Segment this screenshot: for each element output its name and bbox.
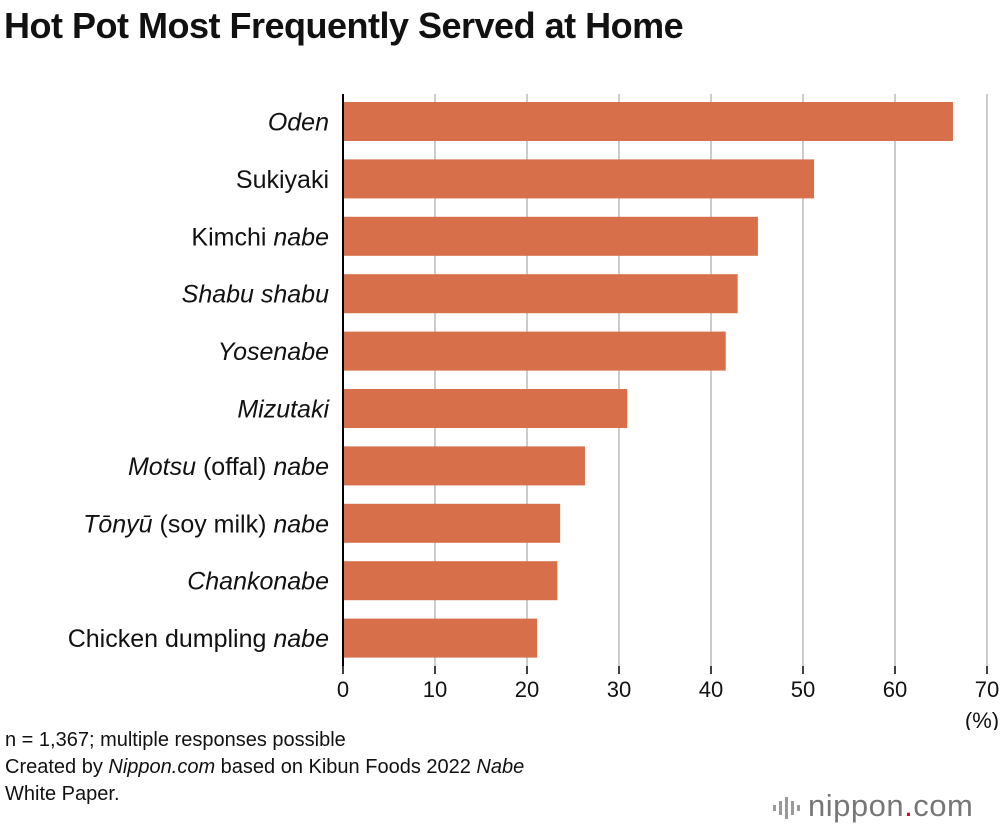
category-label: Yosenabe [218, 338, 329, 366]
category-label: Chicken dumpling nabe [68, 625, 329, 653]
x-tick-label: 70 [975, 677, 999, 702]
bar [343, 503, 561, 543]
x-tick-label: 50 [791, 677, 815, 702]
x-tick-label: 30 [607, 677, 631, 702]
category-label: Motsu (offal) nabe [128, 453, 329, 481]
bar-chart: Oden Sukiyaki Kimchi nabe Shabu shabu Yosena… [68, 94, 999, 730]
logo-text-nippon: nippon [808, 788, 905, 823]
x-tick-label: 40 [699, 677, 723, 702]
category-label: Chankonabe [187, 568, 329, 596]
sound-wave-icon [773, 796, 800, 819]
logo-dot: . [904, 788, 914, 823]
category-label: Tōnyū (soy milk) nabe [83, 510, 329, 538]
bar [343, 561, 558, 601]
source-nabe: Nabe [476, 756, 525, 778]
category-label: Mizutaki [237, 396, 330, 424]
category-label: Kimchi nabe [191, 223, 329, 251]
source-note: Created by Nippon.com based on Kibun Foo… [5, 754, 524, 781]
source-site: Nippon.com [108, 756, 216, 778]
category-label: Sukiyaki [236, 166, 329, 194]
chart-title: Hot Pot Most Frequently Served at Home [4, 5, 684, 46]
bar [343, 331, 726, 371]
category-label: Shabu shabu [182, 281, 329, 309]
footnote: n = 1,367; multiple responses possible C… [5, 727, 524, 808]
nippon-logo: nippon.com [772, 788, 973, 824]
source-note-line3: White Paper. [5, 783, 120, 805]
bar [343, 618, 538, 658]
bar [343, 102, 953, 141]
category-label: Oden [268, 109, 329, 137]
bar [343, 159, 815, 199]
logo-text-com: com [913, 788, 974, 823]
source-middle: based on Kibun Foods 2022 [215, 756, 477, 778]
x-tick-label: 20 [515, 677, 539, 702]
bar [343, 446, 585, 486]
x-tick-label: 60 [883, 677, 907, 702]
x-unit-label: (%) [965, 708, 999, 730]
source-prefix: Created by [5, 756, 109, 778]
bar [343, 216, 758, 256]
bar [343, 274, 738, 314]
sample-size-note: n = 1,367; multiple responses possible [5, 729, 346, 751]
x-tick-label: 0 [337, 677, 349, 702]
bar [343, 389, 628, 428]
x-tick-label: 10 [423, 677, 447, 702]
